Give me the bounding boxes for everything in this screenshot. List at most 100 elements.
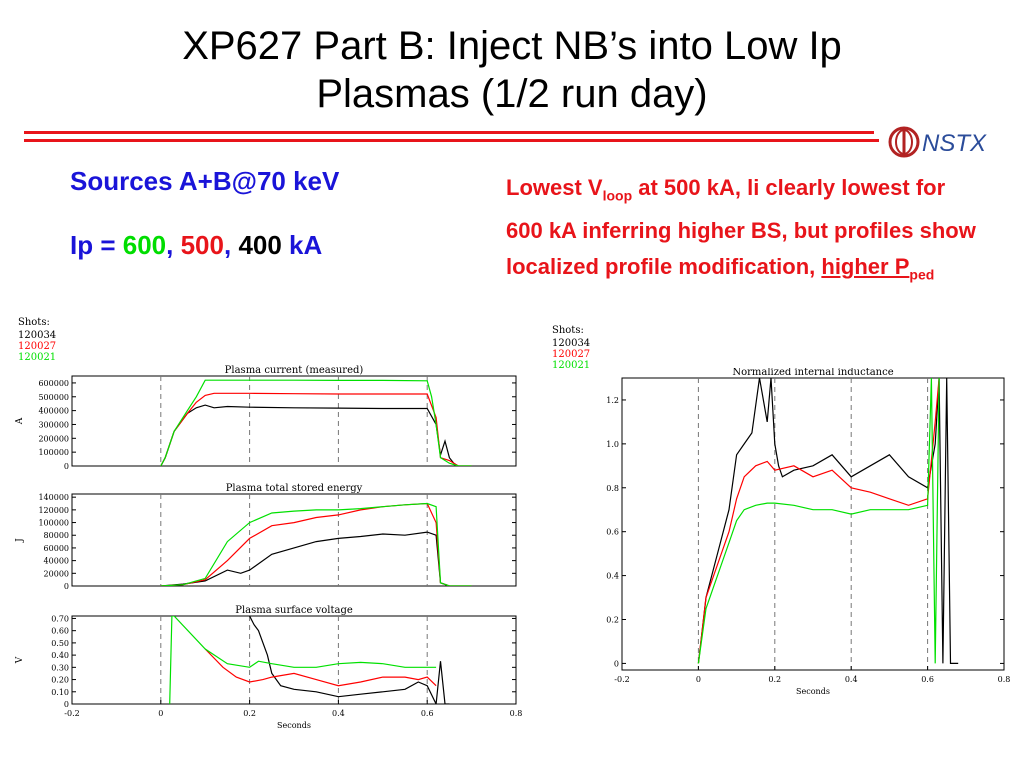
y-tick-label: 0.70 bbox=[51, 614, 69, 623]
title-line-1: XP627 Part B: Inject NB’s into Low Ip bbox=[182, 24, 842, 68]
series-line-120027 bbox=[160, 392, 472, 466]
result-note: Lowest Vloop at 500 kA, li clearly lowes… bbox=[506, 170, 976, 293]
y-tick-label: 100000 bbox=[38, 519, 69, 528]
series-line-120034 bbox=[697, 378, 959, 664]
legend-shot-120034: 120034 bbox=[552, 338, 590, 349]
y-tick-label: 80000 bbox=[44, 531, 69, 540]
y-tick-label: 0.60 bbox=[51, 627, 69, 636]
y-tick-label: 500000 bbox=[38, 393, 69, 402]
ip-sep-1: , bbox=[166, 230, 181, 260]
y-tick-label: 200000 bbox=[38, 434, 69, 443]
series-line-120027 bbox=[160, 502, 472, 586]
x-tick-label: 0.4 bbox=[332, 709, 345, 718]
y-tick-label: 0 bbox=[64, 700, 69, 709]
y-tick-label: 400000 bbox=[38, 407, 69, 416]
y-tick-label: 0 bbox=[64, 582, 69, 591]
legend-shot-120027: 120027 bbox=[18, 341, 56, 352]
series-line-120027 bbox=[697, 378, 940, 664]
series-line-120027 bbox=[204, 648, 437, 687]
plot-frame bbox=[71, 493, 517, 587]
nstx-logo: NSTX bbox=[888, 126, 987, 158]
series-line-120034 bbox=[160, 531, 472, 586]
y-tick-label: 20000 bbox=[44, 569, 69, 578]
x-tick-label: 0.2 bbox=[243, 709, 256, 718]
ip-600: 600 bbox=[122, 230, 167, 260]
x-tick-label: 0.8 bbox=[510, 709, 523, 718]
plot-frame bbox=[71, 615, 517, 705]
title-rule-top bbox=[24, 131, 874, 134]
y-tick-label: 0.2 bbox=[606, 616, 619, 625]
plot-frame bbox=[71, 375, 517, 467]
x-tick-label: 0.8 bbox=[998, 675, 1011, 684]
legend-title: Shots: bbox=[18, 317, 50, 328]
x-tick-label: -0.2 bbox=[64, 709, 79, 718]
legend-title: Shots: bbox=[552, 325, 584, 336]
x-tick-label: 0.6 bbox=[421, 709, 434, 718]
note-part-2: at 500 kA, li clearly lowest for 600 kA … bbox=[506, 175, 976, 280]
legend-shot-120027: 120027 bbox=[552, 349, 590, 360]
x-tick-label: 0 bbox=[696, 675, 701, 684]
note-part-1: Lowest V bbox=[506, 175, 603, 200]
x-tick-label: 0.2 bbox=[768, 675, 781, 684]
y-tick-label: 0 bbox=[64, 462, 69, 471]
series-line-120034 bbox=[249, 616, 450, 704]
y-axis-label: J bbox=[15, 538, 25, 543]
y-tick-label: 0 bbox=[614, 659, 619, 668]
chart-title: Plasma surface voltage bbox=[235, 605, 353, 616]
x-tick-label: 0 bbox=[158, 709, 163, 718]
y-tick-label: 600000 bbox=[38, 379, 69, 388]
series-line-120021 bbox=[160, 379, 472, 466]
ip-prefix: Ip = bbox=[70, 230, 123, 260]
ip-500: 500 bbox=[180, 230, 224, 260]
y-tick-label: 0.8 bbox=[606, 484, 619, 493]
legend-shot-120021: 120021 bbox=[18, 352, 56, 363]
internal-inductance-chart: Normalized internal inductance 0 0.2 0.4 0.6… bbox=[606, 368, 1011, 696]
y-tick-label: 60000 bbox=[44, 544, 69, 553]
series-line-120021 bbox=[160, 502, 472, 586]
y-tick-label: 1.0 bbox=[606, 440, 619, 449]
ip-sep-2: , bbox=[223, 230, 239, 260]
legend-shot-120034: 120034 bbox=[18, 330, 56, 341]
plot-frame bbox=[621, 377, 1005, 671]
chart-title: Plasma total stored energy bbox=[226, 483, 363, 494]
plasma-current-chart: Plasma current (measured) 0 100000 200000 30… bbox=[15, 365, 517, 471]
y-tick-label: 140000 bbox=[38, 493, 69, 502]
y-tick-label: 40000 bbox=[44, 557, 69, 566]
y-tick-label: 120000 bbox=[38, 506, 69, 515]
y-tick-label: 1.2 bbox=[606, 396, 619, 405]
x-tick-label: 0.6 bbox=[921, 675, 934, 684]
note-sub-ped: ped bbox=[909, 266, 935, 283]
logo-text: NSTX bbox=[922, 130, 987, 157]
ip-400: 400 bbox=[238, 230, 282, 260]
chart-title: Plasma current (measured) bbox=[225, 365, 364, 376]
note-sub-loop: loop bbox=[602, 187, 633, 204]
y-tick-label: 0.30 bbox=[51, 663, 69, 672]
x-axis-label: Seconds bbox=[796, 687, 830, 696]
y-tick-label: 0.10 bbox=[51, 688, 69, 697]
note-higher-p: higher P bbox=[821, 254, 910, 280]
slide-title: XP627 Part B: Inject NB’s into Low Ip Pl… bbox=[0, 22, 1024, 118]
series-line-120021 bbox=[169, 616, 437, 704]
y-axis-label: V bbox=[15, 656, 25, 664]
legend-shot-120021: 120021 bbox=[552, 360, 590, 371]
title-rule-bottom bbox=[24, 139, 879, 142]
y-tick-label: 0.20 bbox=[51, 676, 69, 685]
y-tick-label: 0.40 bbox=[51, 651, 69, 660]
ip-unit: kA bbox=[281, 230, 323, 260]
y-tick-label: 0.4 bbox=[606, 572, 619, 581]
ip-line: Ip = 600, 500, 400 kA bbox=[70, 230, 322, 261]
x-tick-label: -0.2 bbox=[614, 675, 629, 684]
chart-title: Normalized internal inductance bbox=[732, 368, 893, 378]
stored-energy-chart: Plasma total stored energy 0 20000 40000 600… bbox=[15, 483, 517, 591]
title-line-2: Plasmas (1/2 run day) bbox=[316, 72, 708, 116]
y-tick-label: 300000 bbox=[38, 420, 69, 429]
x-axis-label: Seconds bbox=[277, 721, 311, 730]
series-line-120034 bbox=[160, 404, 472, 466]
x-tick-label: 0.4 bbox=[845, 675, 858, 684]
y-axis-label: A bbox=[15, 417, 25, 425]
sources-label: Sources A+B@70 keV bbox=[70, 166, 340, 196]
y-tick-label: 100000 bbox=[38, 448, 69, 457]
note-underlined: higher Pped bbox=[821, 254, 934, 282]
